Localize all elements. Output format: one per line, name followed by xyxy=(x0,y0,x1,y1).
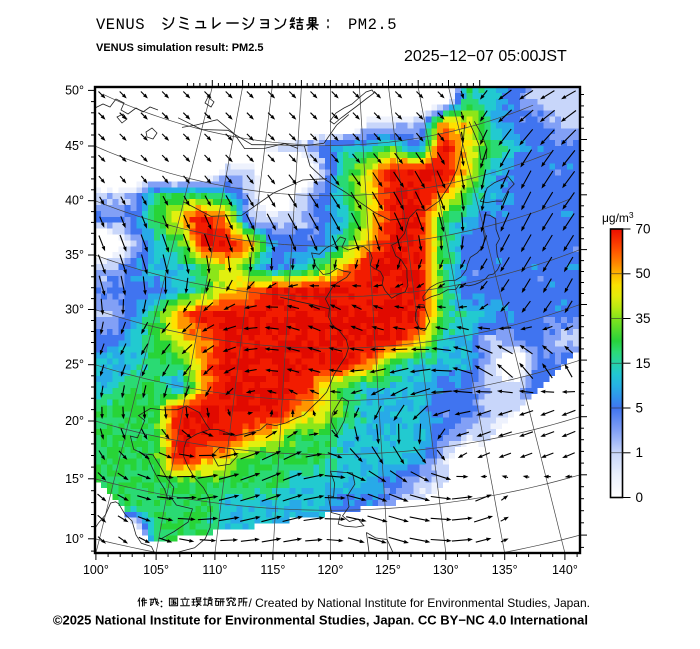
svg-text:35: 35 xyxy=(636,311,651,326)
svg-text:50°: 50° xyxy=(65,83,84,97)
svg-text:VENUS simulation result: PM2.5: VENUS simulation result: PM2.5 xyxy=(96,42,263,54)
svg-text:15°: 15° xyxy=(65,472,84,486)
svg-text:40°: 40° xyxy=(65,194,84,208)
svg-text:0: 0 xyxy=(636,490,644,505)
svg-text:μg/m3: μg/m3 xyxy=(602,210,634,225)
svg-text:110°: 110° xyxy=(202,563,227,577)
svg-text:VENUS: VENUS xyxy=(96,16,145,34)
svg-text:105°: 105° xyxy=(143,563,169,577)
svg-text:/ Created by National Institut: / Created by National Institute for Envi… xyxy=(248,596,590,610)
svg-text:120°: 120° xyxy=(317,563,343,577)
svg-text:20°: 20° xyxy=(65,414,84,428)
svg-text:50: 50 xyxy=(636,266,651,281)
svg-text:30°: 30° xyxy=(65,303,84,317)
svg-text:2025−12−07 05:00JST: 2025−12−07 05:00JST xyxy=(404,48,567,65)
svg-text:115°: 115° xyxy=(260,563,285,577)
svg-text:70: 70 xyxy=(636,222,651,237)
svg-text:5: 5 xyxy=(636,401,644,416)
svg-text:1: 1 xyxy=(636,445,644,460)
svg-text:10°: 10° xyxy=(65,532,84,546)
svg-text:25°: 25° xyxy=(65,358,84,372)
svg-text:©2025 National Institute for E: ©2025 National Institute for Environment… xyxy=(53,613,588,628)
svg-text:135°: 135° xyxy=(492,563,518,577)
svg-text:125°: 125° xyxy=(375,563,401,577)
svg-text:45°: 45° xyxy=(65,139,84,153)
svg-text:130°: 130° xyxy=(433,563,459,577)
svg-text:15: 15 xyxy=(636,356,651,371)
svg-text:35°: 35° xyxy=(65,248,84,262)
svg-text:140°: 140° xyxy=(552,563,578,577)
svg-text:100°: 100° xyxy=(83,563,109,577)
svg-text:PM2.5: PM2.5 xyxy=(348,16,397,34)
